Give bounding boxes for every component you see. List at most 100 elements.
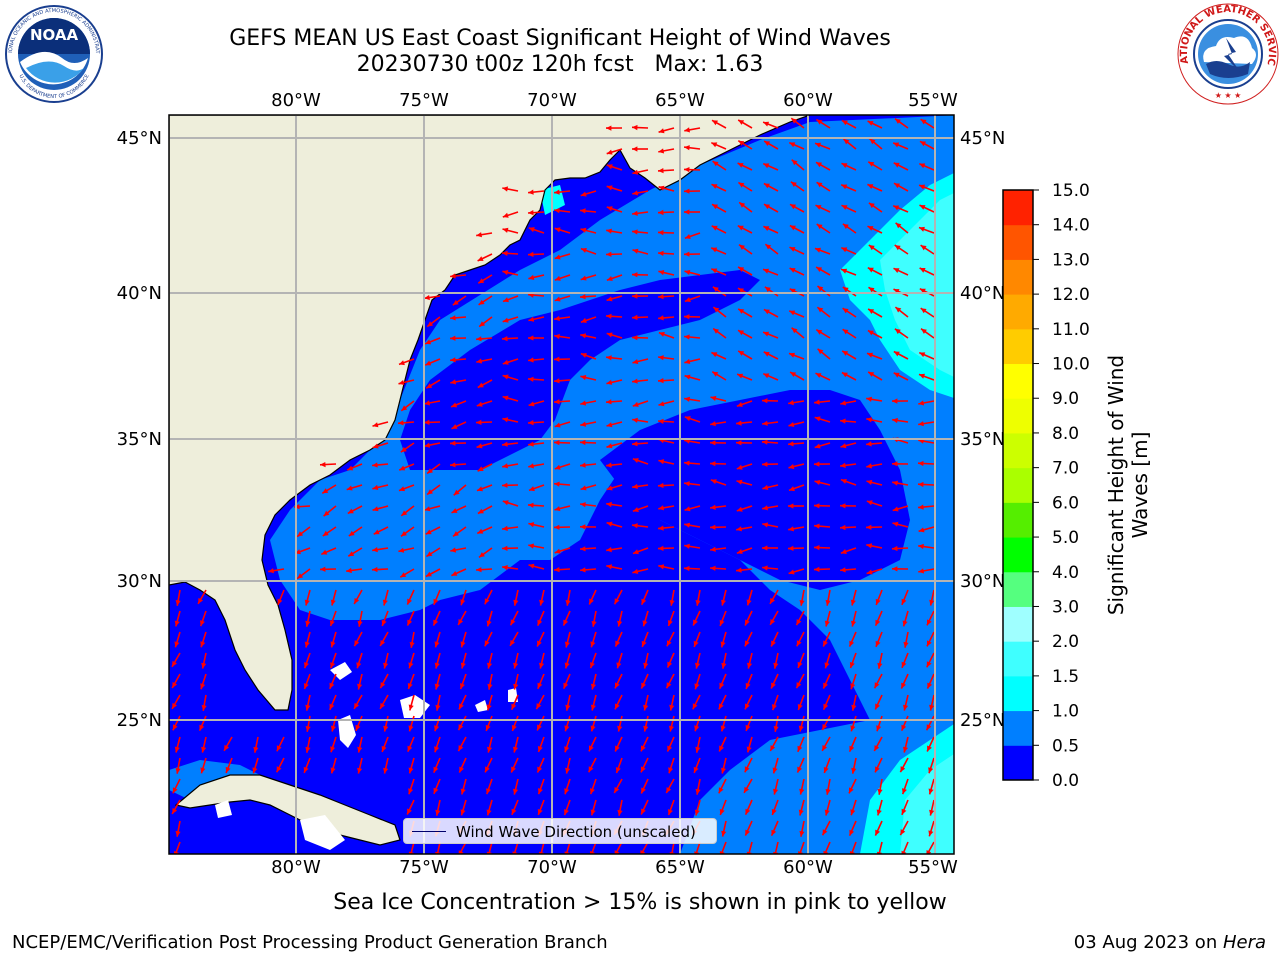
wave-arrow-head (849, 745, 855, 752)
wave-arrow-head (538, 788, 543, 795)
colorbar-segment (1003, 363, 1033, 399)
wave-arrow-head (323, 510, 330, 517)
wave-arrow-head (564, 725, 570, 732)
wave-arrow-head (320, 566, 326, 572)
wave-arrow-head (918, 460, 924, 467)
wave-arrow-head (580, 546, 586, 552)
wave-arrow-head (739, 244, 745, 250)
wave-arrow-head (840, 549, 847, 554)
wave-arrow-head (486, 809, 492, 816)
wave-arrow-head (347, 465, 354, 471)
wave-arrow-head (330, 725, 336, 732)
wave-arrow-head (632, 146, 638, 152)
wave-arrow-head (346, 485, 353, 491)
wave-arrow-head (798, 809, 804, 816)
wave-arrow-head (172, 724, 178, 731)
wave-arrow-head (554, 567, 560, 573)
wave-arrow-head (711, 225, 718, 231)
wave-arrow-head (814, 416, 821, 422)
wave-arrow-head (433, 598, 439, 605)
wave-arrow-head (773, 788, 779, 795)
wave-arrow-head (354, 598, 360, 604)
wave-arrow-head (874, 745, 880, 751)
wave-arrow-head (458, 724, 464, 731)
wave-arrow-head (710, 479, 717, 485)
wave-arrow-head (201, 662, 207, 669)
wave-arrow-head (718, 703, 724, 710)
wave-arrow-head (458, 850, 464, 854)
wave-arrow-head (684, 358, 691, 364)
wave-arrow-head (450, 440, 456, 446)
wave-arrow-head (770, 597, 775, 604)
wave-arrow-head (744, 766, 750, 773)
wave-arrow-head (788, 526, 794, 532)
wave-arrow-head (201, 705, 207, 711)
wave-arrow-head (357, 767, 363, 774)
wave-arrow-head (632, 523, 638, 529)
wave-arrow-head (528, 189, 534, 195)
wave-arrow-head (825, 789, 831, 795)
wave-arrow-head (658, 525, 664, 531)
wave-arrow-head (867, 352, 873, 358)
wave-arrow-head (684, 234, 691, 239)
wave-arrow-head (658, 168, 664, 174)
wave-arrow-head (788, 422, 795, 427)
wave-arrow-head (554, 399, 560, 405)
legend-label: Wind Wave Direction (unscaled) (456, 823, 696, 841)
wave-arrow-head (372, 422, 379, 428)
wave-arrow-head (817, 307, 824, 313)
wave-arrow-head (919, 373, 925, 379)
wave-arrow-head (684, 167, 690, 173)
wave-arrow-head (684, 145, 690, 151)
wave-arrow-head (479, 321, 486, 327)
wave-arrow-head (297, 573, 304, 579)
wave-arrow-head (606, 355, 612, 361)
wave-arrow-head (796, 682, 802, 689)
wave-arrow-head (866, 500, 873, 506)
colorbar-frame (1002, 189, 1034, 781)
wave-arrow-head (713, 307, 720, 313)
wave-arrow-head (554, 524, 560, 530)
wave-arrow-head (643, 725, 649, 732)
colorbar-tick-label: 4.0 (1052, 563, 1079, 583)
wave-arrow-head (718, 787, 724, 794)
lon-labels-bottom: 80°W 75°W 70°W 65°W 60°W 55°W (271, 857, 958, 878)
wave-arrow-head (842, 223, 849, 230)
wave-arrow-head (658, 250, 664, 256)
wave-arrow-head (721, 662, 727, 669)
wave-arrow-head (643, 704, 649, 711)
wave-arrow-head (927, 682, 933, 689)
wave-arrow-head (200, 767, 206, 774)
wave-arrow-head (554, 227, 561, 233)
wave-arrow-head (528, 335, 534, 341)
wave-arrow-head (684, 334, 690, 340)
wave-arrow-head (866, 441, 872, 447)
wave-arrow-head (511, 766, 516, 773)
wave-arrow-head (788, 545, 794, 551)
wave-arrow-head (433, 787, 439, 794)
lon-label-bottom: 65°W (655, 857, 705, 878)
wave-arrow-head (580, 191, 587, 197)
wave-arrow-head (658, 332, 665, 337)
wave-arrow-head (175, 767, 181, 774)
legend-line-sample (412, 831, 446, 832)
wave-arrow-head (452, 299, 459, 306)
wave-arrow-head (919, 288, 926, 294)
wave-arrow-head (797, 704, 803, 710)
wave-arrow-head (669, 725, 674, 732)
wave-arrow-head (788, 441, 794, 447)
wave-arrow-head (528, 441, 534, 447)
wave-arrow-head (640, 850, 646, 854)
wave-arrow-head (746, 746, 752, 753)
lon-label-bottom: 75°W (399, 857, 449, 878)
wave-arrow-head (356, 662, 362, 669)
wave-arrow-head (921, 328, 927, 334)
wave-arrow-head (668, 767, 674, 774)
island-1 (475, 700, 488, 712)
wave-arrow-head (382, 599, 388, 606)
lat-label-right: 30°N (960, 571, 1005, 592)
wave-arrow-head (763, 268, 769, 274)
wave-arrow-head (476, 419, 482, 425)
colorbar-segment (1003, 537, 1033, 573)
wave-arrow-head (477, 528, 484, 534)
